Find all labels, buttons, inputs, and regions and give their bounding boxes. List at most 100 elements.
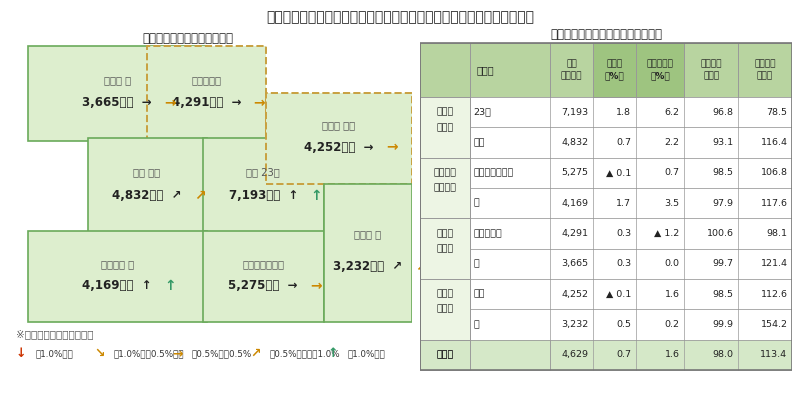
Text: 0.3: 0.3 bbox=[616, 259, 631, 268]
Text: 1.8: 1.8 bbox=[616, 108, 631, 117]
Text: エリア: エリア bbox=[476, 65, 494, 75]
Text: ↗: ↗ bbox=[414, 260, 426, 274]
Bar bbox=[420, 249, 792, 279]
Text: ↓: ↓ bbox=[16, 347, 26, 360]
Text: 他: 他 bbox=[473, 259, 479, 268]
Bar bbox=[470, 340, 550, 370]
Text: －1.0%以下: －1.0%以下 bbox=[35, 349, 73, 358]
Text: 0.2: 0.2 bbox=[665, 320, 680, 329]
Text: 千葉県 他: 千葉県 他 bbox=[354, 229, 382, 239]
Text: 3,665万円  →: 3,665万円 → bbox=[82, 96, 152, 109]
Text: （㎡）: （㎡） bbox=[757, 72, 773, 81]
Bar bbox=[420, 97, 792, 127]
Text: 78.5: 78.5 bbox=[766, 108, 787, 117]
Bar bbox=[202, 138, 324, 234]
Text: 1.6: 1.6 bbox=[665, 350, 680, 359]
Text: 3,232: 3,232 bbox=[562, 320, 589, 329]
Text: 4,629: 4,629 bbox=[562, 350, 589, 359]
Text: 4,252: 4,252 bbox=[562, 290, 589, 299]
Text: ↑: ↑ bbox=[310, 189, 322, 202]
Text: 0.5: 0.5 bbox=[616, 320, 631, 329]
Text: 首都圏: 首都圏 bbox=[437, 350, 454, 359]
Text: 千葉県 西部: 千葉県 西部 bbox=[322, 121, 356, 130]
Text: 価格: 価格 bbox=[566, 59, 577, 68]
Text: 4,169: 4,169 bbox=[562, 199, 589, 208]
Text: 6.2: 6.2 bbox=[665, 108, 680, 117]
Bar bbox=[420, 188, 792, 219]
Text: 千葉県: 千葉県 bbox=[437, 305, 454, 314]
Text: →: → bbox=[172, 347, 182, 360]
Bar bbox=[636, 42, 684, 97]
Bar bbox=[420, 42, 792, 97]
Bar bbox=[420, 97, 470, 158]
Text: 154.2: 154.2 bbox=[761, 320, 787, 329]
Text: 横浜市・川崎市: 横浜市・川崎市 bbox=[473, 169, 514, 177]
Text: 4,291万円  →: 4,291万円 → bbox=[172, 96, 242, 109]
Text: 0.7: 0.7 bbox=[616, 350, 631, 359]
Text: 93.1: 93.1 bbox=[713, 138, 734, 147]
Text: ↗: ↗ bbox=[194, 189, 206, 202]
Text: 神奈川県 他: 神奈川県 他 bbox=[101, 259, 134, 269]
Text: 113.4: 113.4 bbox=[761, 350, 787, 359]
Bar bbox=[420, 127, 792, 158]
Text: 平均価格と前月からの変化率: 平均価格と前月からの変化率 bbox=[142, 32, 234, 45]
Text: ↗: ↗ bbox=[250, 347, 261, 360]
Text: 0.7: 0.7 bbox=[616, 138, 631, 147]
Text: 3,665: 3,665 bbox=[562, 259, 589, 268]
Text: 埼玉県: 埼玉県 bbox=[437, 229, 454, 238]
Text: 4,832: 4,832 bbox=[562, 138, 589, 147]
Text: （万円）: （万円） bbox=[561, 72, 582, 81]
Bar bbox=[266, 93, 412, 184]
Bar bbox=[147, 46, 266, 141]
Bar bbox=[420, 219, 470, 279]
Text: 7,193万円  ↑: 7,193万円 ↑ bbox=[229, 189, 298, 202]
Text: 他: 他 bbox=[473, 320, 479, 329]
Bar bbox=[87, 138, 206, 234]
Text: 埼玉県 他: 埼玉県 他 bbox=[104, 75, 131, 85]
Text: －1.0%～－0.5%以下: －1.0%～－0.5%以下 bbox=[114, 349, 184, 358]
Text: ＜　新築戸建　首都圏８エリアにおける価格・建物面積・土地面積　＞: ＜ 新築戸建 首都圏８エリアにおける価格・建物面積・土地面積 ＞ bbox=[266, 10, 534, 24]
Text: 東京 23区: 東京 23区 bbox=[246, 168, 280, 178]
Text: 都下: 都下 bbox=[473, 138, 485, 147]
Text: （㎡）: （㎡） bbox=[703, 72, 719, 81]
Text: 1.6: 1.6 bbox=[665, 290, 680, 299]
Text: 23区: 23区 bbox=[473, 108, 491, 117]
Text: 東京 都下: 東京 都下 bbox=[134, 168, 161, 178]
Text: 112.6: 112.6 bbox=[761, 290, 787, 299]
Text: 7,193: 7,193 bbox=[562, 108, 589, 117]
Text: 前月比: 前月比 bbox=[606, 59, 622, 68]
Bar bbox=[420, 279, 470, 340]
Text: 100.6: 100.6 bbox=[706, 229, 734, 238]
Text: （%）: （%） bbox=[605, 72, 624, 81]
Text: ↑: ↑ bbox=[328, 347, 338, 360]
Text: ※矢印は前月からの変化率: ※矢印は前月からの変化率 bbox=[16, 329, 94, 340]
Text: 2.2: 2.2 bbox=[665, 138, 680, 147]
Text: 99.9: 99.9 bbox=[713, 320, 734, 329]
Text: 4,252万円  →: 4,252万円 → bbox=[304, 141, 374, 154]
Text: 98.1: 98.1 bbox=[766, 229, 787, 238]
Text: 3,232万円  ↗: 3,232万円 ↗ bbox=[334, 261, 402, 274]
Text: 価格・建物面積・土地面積の平均値: 価格・建物面積・土地面積の平均値 bbox=[550, 28, 662, 42]
Bar bbox=[420, 158, 792, 188]
Text: 4,169万円  ↑: 4,169万円 ↑ bbox=[82, 279, 152, 292]
Text: 前年同月比: 前年同月比 bbox=[646, 59, 674, 68]
Text: ↘: ↘ bbox=[94, 347, 105, 360]
Text: 神奈川県: 神奈川県 bbox=[434, 169, 457, 177]
Bar bbox=[324, 184, 412, 322]
Text: 土地面積: 土地面積 bbox=[754, 59, 776, 68]
Text: ↑: ↑ bbox=[164, 279, 176, 293]
Bar bbox=[420, 340, 470, 370]
Text: 東京都: 東京都 bbox=[437, 123, 454, 132]
Bar bbox=[28, 46, 206, 141]
Text: 106.8: 106.8 bbox=[761, 169, 787, 177]
Text: 千葉県: 千葉県 bbox=[437, 290, 454, 299]
Text: ＋0.5%以上～＋1.0%: ＋0.5%以上～＋1.0% bbox=[269, 349, 340, 358]
Text: 98.5: 98.5 bbox=[713, 290, 734, 299]
Text: 首都圏: 首都圏 bbox=[437, 350, 454, 359]
Text: 5,275: 5,275 bbox=[562, 169, 589, 177]
Text: ▲ 1.2: ▲ 1.2 bbox=[654, 229, 680, 238]
Text: 5,275万円  →: 5,275万円 → bbox=[229, 279, 298, 292]
Bar bbox=[420, 279, 792, 309]
Text: 0.7: 0.7 bbox=[665, 169, 680, 177]
Text: 0.3: 0.3 bbox=[616, 229, 631, 238]
